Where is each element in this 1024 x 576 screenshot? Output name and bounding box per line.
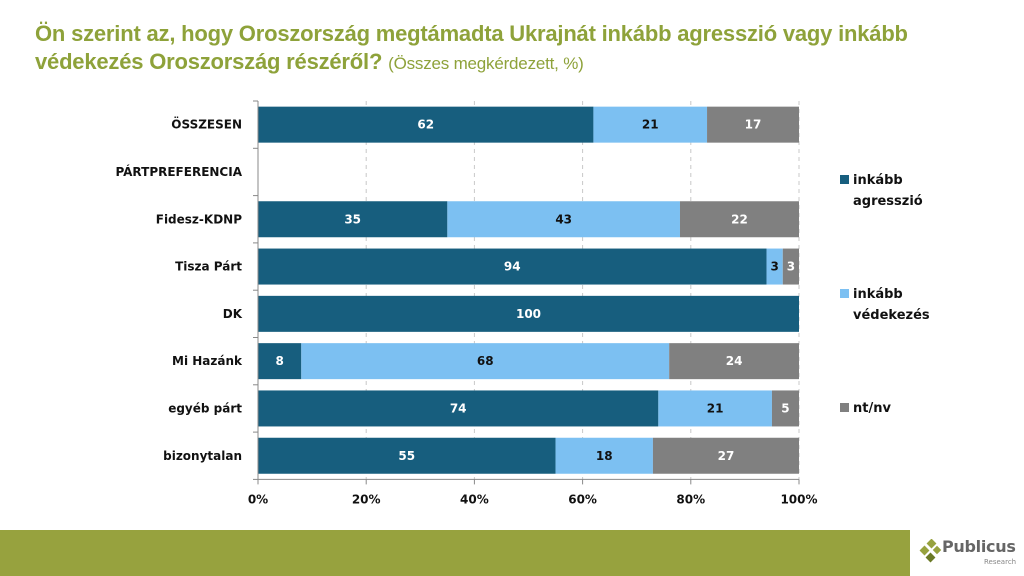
category-label: bizonytalan bbox=[163, 449, 242, 463]
bar-segment bbox=[258, 106, 594, 143]
bar-segment bbox=[782, 248, 799, 285]
x-tick-label: 100% bbox=[780, 492, 817, 506]
data-label: 21 bbox=[642, 118, 659, 132]
legend-label-line1: inkább bbox=[853, 173, 903, 188]
legend-swatch bbox=[840, 175, 849, 184]
data-label: 22 bbox=[731, 212, 748, 226]
legend-item-vedekezes: inkább védekezés bbox=[840, 284, 930, 326]
data-label: 17 bbox=[745, 118, 762, 132]
legend-label-line1: nt/nv bbox=[853, 401, 891, 416]
data-label: 3 bbox=[787, 260, 795, 274]
category-label: DK bbox=[223, 307, 243, 321]
title-main: Ön szerint az, hogy Oroszország megtámad… bbox=[35, 21, 908, 74]
bar-segment bbox=[669, 343, 799, 380]
logo-name: Publicus bbox=[942, 537, 1016, 556]
legend-item-agresszio: inkább agresszió bbox=[840, 170, 923, 212]
bar-segment bbox=[679, 201, 799, 238]
bar-segment bbox=[258, 201, 448, 238]
legend-label-line1: inkább bbox=[853, 287, 903, 302]
logo-diamonds-icon bbox=[919, 539, 942, 563]
data-label: 3 bbox=[770, 260, 778, 274]
legend-swatch bbox=[840, 403, 849, 412]
legend-label-line2: védekezés bbox=[853, 308, 930, 323]
bar-segment bbox=[258, 390, 659, 427]
category-label: egyéb párt bbox=[168, 401, 242, 415]
x-tick-label: 80% bbox=[676, 492, 705, 506]
bar-segment bbox=[447, 201, 680, 238]
bar-segment bbox=[555, 437, 653, 474]
category-label: Mi Hazánk bbox=[172, 354, 243, 368]
data-label: 68 bbox=[477, 354, 494, 368]
data-label: 55 bbox=[398, 449, 415, 463]
category-label: PÁRTPREFERENCIA bbox=[115, 164, 242, 179]
data-label: 94 bbox=[504, 260, 521, 274]
x-tick-label: 0% bbox=[248, 492, 268, 506]
bar-segment bbox=[771, 390, 799, 427]
category-label: Tisza Párt bbox=[175, 260, 242, 274]
bar-segment bbox=[652, 437, 799, 474]
bar-segment bbox=[707, 106, 799, 143]
bar-segment bbox=[301, 343, 670, 380]
legend-swatch bbox=[840, 289, 849, 298]
data-label: 74 bbox=[450, 401, 467, 415]
data-label: 62 bbox=[417, 118, 434, 132]
data-label: 100 bbox=[516, 307, 541, 321]
category-label: Fidesz-KDNP bbox=[156, 212, 242, 226]
x-tick-label: 60% bbox=[568, 492, 597, 506]
bar-segment bbox=[258, 437, 556, 474]
data-label: 43 bbox=[555, 212, 572, 226]
legend-label-line2: agresszió bbox=[853, 194, 923, 209]
bar-segment bbox=[658, 390, 772, 427]
bar-segment bbox=[258, 343, 302, 380]
data-label: 24 bbox=[726, 354, 743, 368]
bar-segment bbox=[258, 295, 799, 332]
x-tick-label: 40% bbox=[460, 492, 489, 506]
data-label: 35 bbox=[344, 212, 361, 226]
chart-title: Ön szerint az, hogy Oroszország megtámad… bbox=[35, 20, 995, 78]
logo-subtitle: Research bbox=[984, 558, 1017, 566]
data-label: 18 bbox=[596, 449, 613, 463]
bar-segment bbox=[258, 248, 767, 285]
category-label: ÖSSZESEN bbox=[171, 117, 242, 132]
title-subtitle: (Összes megkérdezett, %) bbox=[388, 54, 584, 73]
bar-segment bbox=[766, 248, 783, 285]
footer-bar bbox=[0, 530, 910, 576]
data-label: 27 bbox=[718, 449, 735, 463]
data-label: 21 bbox=[707, 401, 724, 415]
bar-segment bbox=[593, 106, 708, 143]
data-label: 5 bbox=[781, 401, 789, 415]
legend-item-ntnv: nt/nv bbox=[840, 398, 891, 419]
publicus-logo: Publicus Research bbox=[918, 537, 1024, 573]
x-tick-label: 20% bbox=[352, 492, 381, 506]
data-label: 8 bbox=[275, 354, 283, 368]
